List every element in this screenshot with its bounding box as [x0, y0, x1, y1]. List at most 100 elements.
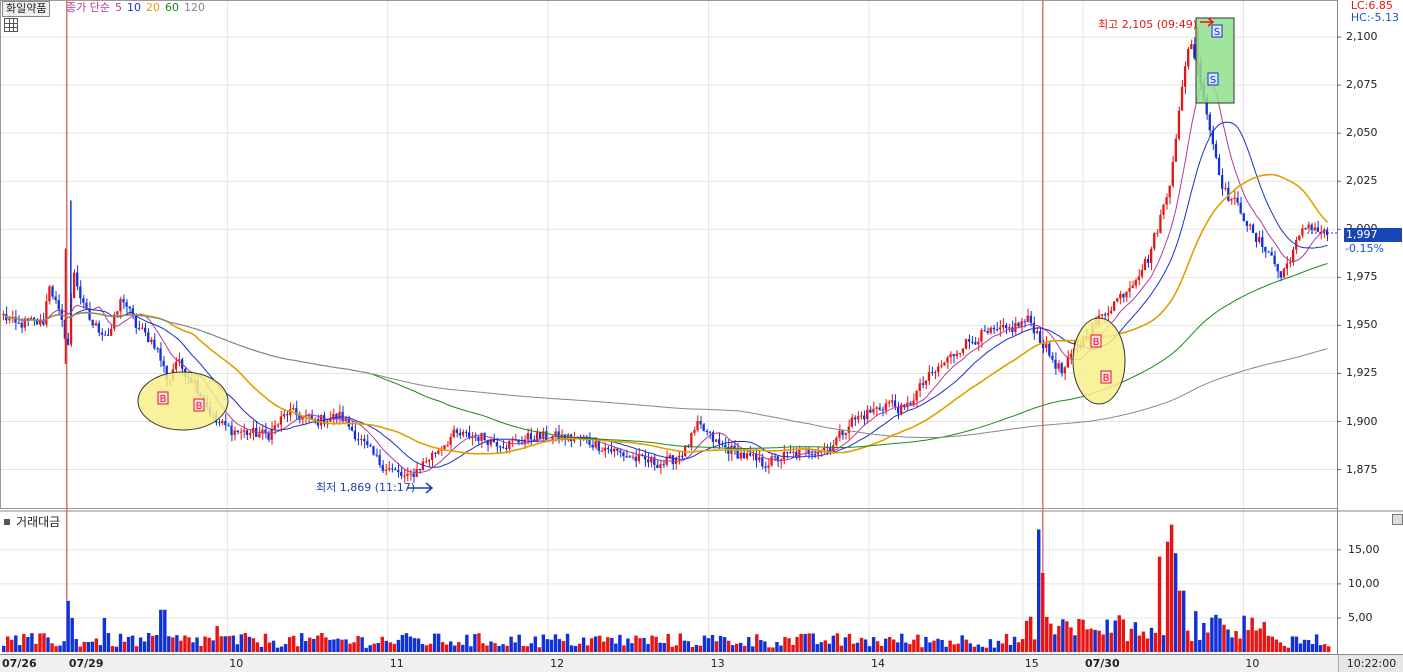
volume-bar	[259, 646, 264, 652]
volume-bar	[22, 633, 26, 652]
candle-body	[461, 431, 465, 436]
volume-bar	[62, 641, 66, 652]
candle-body	[227, 425, 230, 427]
volume-bar	[569, 645, 574, 652]
volume-panel-title: 거래대금	[4, 513, 60, 530]
candle-body	[471, 436, 474, 439]
candle-body	[782, 452, 786, 460]
time-tick-label: 10	[229, 657, 244, 670]
candle-body	[940, 365, 943, 367]
volume-bar	[920, 647, 924, 652]
price-tick-label: 1,925	[1346, 366, 1378, 380]
volume-bar	[799, 633, 803, 652]
volume-bar	[106, 633, 111, 652]
volume-bar	[944, 646, 948, 652]
candle-body	[48, 286, 51, 302]
volume-bar	[1266, 635, 1270, 652]
candle-body	[1131, 285, 1134, 289]
candle-body	[890, 400, 894, 403]
volume-bar	[1322, 644, 1327, 652]
candle-body	[1057, 363, 1060, 369]
candle-body	[233, 430, 236, 436]
candle-body	[492, 438, 495, 443]
volume-bar	[267, 642, 272, 652]
volume-bar	[561, 641, 566, 652]
candle-body	[1242, 213, 1245, 222]
candle-body	[94, 323, 97, 326]
volume-bar	[787, 638, 791, 652]
candle-body	[1276, 264, 1279, 272]
volume-bar	[1016, 642, 1021, 652]
candle-body	[498, 446, 502, 448]
volume-bar	[295, 646, 300, 652]
candle-body	[338, 411, 341, 419]
candle-body	[535, 432, 539, 442]
candle-body	[511, 440, 514, 442]
price-tick-label: 1,950	[1346, 318, 1378, 332]
candle-body	[1285, 263, 1289, 269]
volume-bar	[199, 645, 203, 652]
panel-expand-button[interactable]	[1392, 514, 1403, 525]
candle-body	[57, 300, 60, 310]
volume-bar	[598, 635, 602, 652]
candle-body	[72, 272, 76, 299]
volume-bar	[380, 636, 384, 652]
volume-bar	[759, 640, 763, 652]
candle-body	[1014, 322, 1017, 333]
candle-body	[591, 444, 594, 448]
volume-bar	[980, 646, 985, 652]
volume-bar	[151, 635, 155, 652]
volume-bar	[1137, 635, 1142, 652]
candle-body	[292, 408, 295, 410]
volume-bar	[332, 639, 336, 652]
candle-body	[859, 415, 863, 417]
candle-body	[1230, 199, 1233, 201]
candle-body	[122, 299, 125, 303]
candle-body	[106, 334, 110, 336]
candle-body	[643, 455, 647, 460]
volume-bar	[606, 637, 610, 652]
volume-bar	[755, 634, 759, 652]
volume-bar	[368, 645, 372, 652]
volume-bar	[513, 642, 517, 652]
volume-bar	[1065, 621, 1069, 652]
price-panel-frame	[0, 0, 1338, 509]
candle-body	[572, 438, 576, 442]
volume-bar	[932, 640, 936, 652]
volume-bar	[682, 640, 687, 652]
volume-bar	[485, 645, 489, 652]
volume-bar	[344, 639, 348, 652]
candle-body	[353, 430, 357, 440]
candle-body	[1066, 357, 1069, 368]
stock-name-tab[interactable]: 화일약품	[2, 1, 51, 17]
candle-body	[224, 421, 227, 426]
candle-body	[813, 454, 816, 456]
candle-body	[390, 468, 394, 470]
candle-body	[1100, 314, 1103, 316]
candle-body	[745, 453, 749, 459]
candle-body	[221, 421, 224, 424]
candle-body	[952, 354, 955, 357]
candle-body	[835, 437, 838, 446]
candle-body	[307, 415, 310, 417]
volume-bar	[505, 645, 509, 652]
volume-bar	[356, 635, 360, 652]
candle-body	[412, 473, 415, 477]
volume-bar	[654, 636, 658, 652]
candle-body	[1245, 221, 1248, 226]
volume-bar	[1097, 630, 1101, 652]
candle-body	[1316, 227, 1319, 232]
volume-bar	[428, 643, 433, 652]
candle-body	[542, 431, 545, 439]
candle-body	[724, 444, 727, 448]
candle-body	[1153, 233, 1156, 249]
candle-body	[597, 441, 600, 451]
candle-body	[560, 434, 563, 440]
grid-toggle-icon[interactable]	[4, 18, 18, 32]
candle-body	[273, 425, 276, 430]
volume-bar	[70, 617, 74, 652]
candle-body	[958, 352, 961, 354]
volume-bar	[1318, 645, 1323, 652]
candle-body	[110, 328, 113, 336]
candle-body	[1029, 315, 1032, 323]
